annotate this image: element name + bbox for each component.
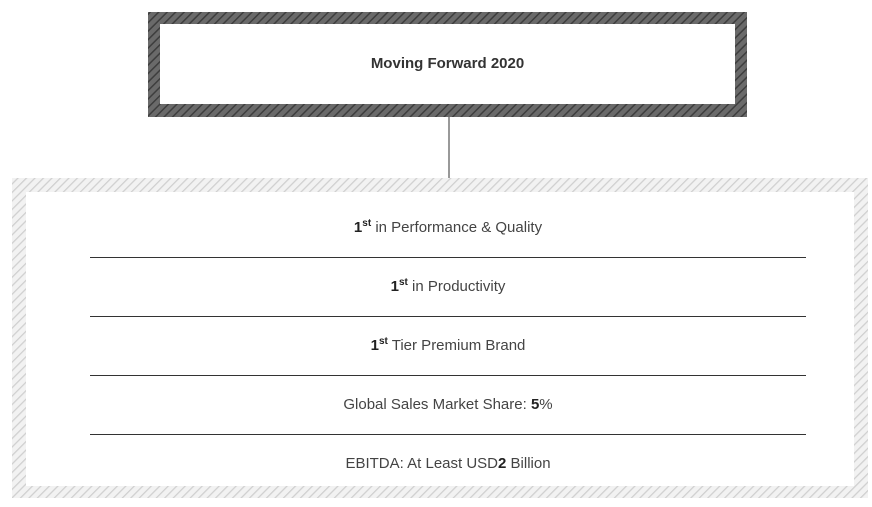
item-text: Global Sales Market Share: <box>343 396 531 413</box>
list-item: 1st Tier Premium Brand <box>90 334 806 358</box>
item-text: in Performance & Quality <box>371 219 543 236</box>
item-text: st <box>378 336 388 347</box>
item-text: Billion <box>506 455 551 472</box>
item-text: st <box>398 277 408 288</box>
item-text: % <box>539 396 553 413</box>
list-box <box>26 192 854 486</box>
item-text: 1 <box>390 278 399 295</box>
list-item: Global Sales Market Share: 5% <box>90 393 806 417</box>
list-item: 1st in Productivity <box>90 275 806 299</box>
item-text: EBITDA: At Least USD <box>345 455 499 472</box>
title-box <box>160 24 735 104</box>
list-item: 1st in Performance & Quality <box>90 216 806 240</box>
item-text: 1 <box>353 219 363 236</box>
list-item: EBITDA: At Least USD2 Billion <box>90 452 806 476</box>
item-text: 1 <box>370 337 379 354</box>
item-text: Tier Premium Brand <box>387 337 526 354</box>
item-text: 2 <box>498 455 507 472</box>
item-text: in Productivity <box>407 278 506 295</box>
item-text: 5 <box>530 396 540 413</box>
item-text: st <box>362 218 372 229</box>
title: Moving Forward 2020 <box>370 55 525 72</box>
